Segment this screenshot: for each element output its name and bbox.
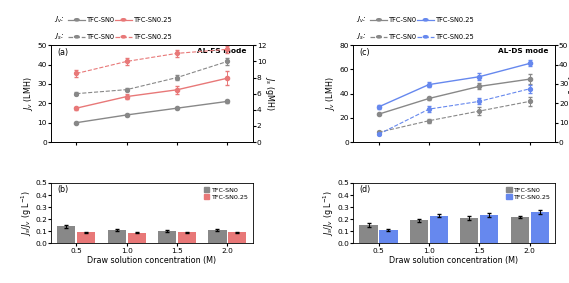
- Bar: [208, 230, 226, 243]
- Bar: [57, 226, 76, 243]
- Bar: [460, 218, 479, 243]
- Bar: [158, 231, 176, 243]
- Text: TFC-SN0.25: TFC-SN0.25: [134, 17, 172, 23]
- Bar: [380, 230, 398, 243]
- Bar: [77, 233, 96, 243]
- Y-axis label: $J_s$ (gMH): $J_s$ (gMH): [263, 76, 276, 111]
- Y-axis label: $J_s$/$J_v$ (g L$^{-1}$): $J_s$/$J_v$ (g L$^{-1}$): [19, 190, 34, 236]
- Text: AL-DS mode: AL-DS mode: [498, 48, 549, 54]
- Bar: [108, 230, 126, 243]
- Bar: [480, 215, 498, 243]
- Text: TFC-SN0: TFC-SN0: [389, 34, 417, 40]
- Text: AL-FS mode: AL-FS mode: [197, 48, 246, 54]
- Text: $J_s$:: $J_s$:: [54, 32, 64, 42]
- Text: TFC-SN0: TFC-SN0: [87, 17, 115, 23]
- Text: (c): (c): [360, 48, 370, 57]
- Text: TFC-SN0.25: TFC-SN0.25: [436, 17, 475, 23]
- Y-axis label: $J_s$/$J_v$ (g L$^{-1}$): $J_s$/$J_v$ (g L$^{-1}$): [321, 190, 336, 236]
- Legend: TFC-SN0, TFC-SN0.25: TFC-SN0, TFC-SN0.25: [203, 186, 249, 201]
- Text: $J_s$:: $J_s$:: [356, 32, 366, 42]
- Bar: [178, 232, 196, 243]
- Text: (d): (d): [360, 185, 370, 194]
- Bar: [228, 233, 246, 243]
- Bar: [530, 212, 549, 243]
- Y-axis label: $J_v$ (LMH): $J_v$ (LMH): [324, 76, 337, 111]
- Text: TFC-SN0: TFC-SN0: [87, 34, 115, 40]
- Text: TFC-SN0: TFC-SN0: [389, 17, 417, 23]
- Text: $J_v$:: $J_v$:: [54, 15, 65, 25]
- Y-axis label: $J_v$ (LMH): $J_v$ (LMH): [22, 76, 35, 111]
- X-axis label: Draw solution concentration (M): Draw solution concentration (M): [88, 256, 216, 265]
- Bar: [360, 225, 378, 243]
- Y-axis label: $J_s$ (gMH): $J_s$ (gMH): [565, 76, 569, 111]
- Text: TFC-SN0.25: TFC-SN0.25: [436, 34, 475, 40]
- Bar: [430, 216, 448, 243]
- Legend: TFC-SN0, TFC-SN0.25: TFC-SN0, TFC-SN0.25: [505, 186, 551, 201]
- Text: (a): (a): [57, 48, 68, 57]
- Bar: [510, 217, 529, 243]
- Bar: [127, 233, 146, 243]
- Text: $J_v$:: $J_v$:: [356, 15, 367, 25]
- X-axis label: Draw solution concentration (M): Draw solution concentration (M): [390, 256, 518, 265]
- Bar: [410, 220, 428, 243]
- Text: TFC-SN0.25: TFC-SN0.25: [134, 34, 172, 40]
- Text: (b): (b): [57, 185, 68, 194]
